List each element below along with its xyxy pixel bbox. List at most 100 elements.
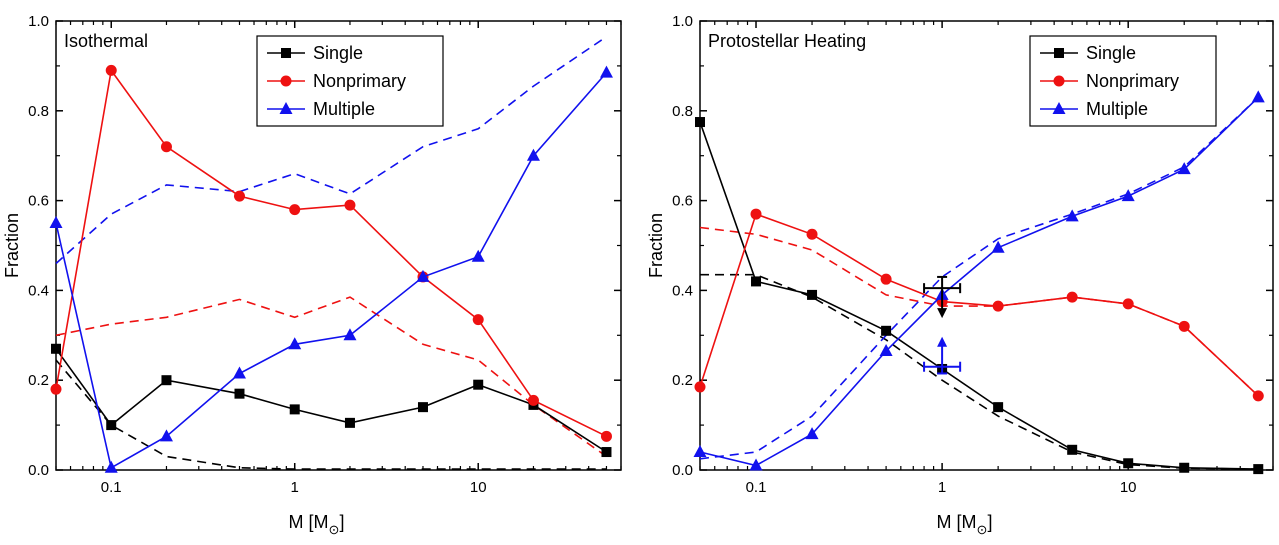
legend-item-multiple: Multiple [267,99,375,119]
data-point [289,204,301,216]
data-point [1253,464,1264,475]
nonprimary-series-dashed [55,296,607,458]
data-point [600,430,612,442]
data-point [159,429,173,442]
data-point [881,325,892,336]
data-point [161,375,172,386]
x-tick-label: 0.1 [101,479,122,496]
data-point [416,269,430,282]
data-point [473,379,484,390]
data-point [1067,444,1078,455]
single-series-dashed [700,273,1259,470]
data-point [807,289,818,300]
panel-title: Isothermal [64,31,148,51]
nonprimary-series-solid [694,208,1264,402]
legend: Single Nonprimary Multiple [1029,35,1217,127]
data-point [1177,162,1191,175]
data-point [599,65,613,78]
legend-marker [279,102,293,114]
series-line [55,36,607,265]
data-point [344,417,355,428]
y-tick-label: 0.6 [672,193,693,210]
y-tick-label: 0.8 [28,103,49,120]
x-tick-label: 0.1 [746,479,767,496]
data-point [693,445,707,458]
series-line [55,296,607,458]
data-point [344,199,356,211]
x-axis-title-main: M [M [289,512,329,532]
data-point [993,402,1004,413]
x-tick-label: 1 [938,479,946,496]
data-point [417,402,428,413]
data-point [1066,291,1078,303]
legend: Single Nonprimary Multiple [256,35,444,127]
series-line [699,96,1259,467]
data-point [288,337,302,350]
series-line [699,226,1259,397]
legend-marker [1053,75,1065,87]
nonprimary-series-solid [50,64,612,442]
y-tick-label: 0.4 [28,282,49,299]
data-point [50,383,62,395]
legend-label: Nonprimary [313,71,406,91]
y-axis-title: Fraction [646,213,666,278]
multiple-series-dashed [699,96,1259,460]
data-point [695,117,705,128]
legend-item-nonprimary: Nonprimary [267,71,406,91]
y-tick-label: 0.8 [672,103,693,120]
y-tick-label: 0.2 [28,372,49,389]
y-tick-label: 0.4 [672,282,693,299]
x-axis-title-main: M [M [937,512,977,532]
data-point [806,228,818,240]
x-axis-title-close: ] [339,512,344,532]
data-point [880,273,892,285]
chart-panel-2: 0.0 0.2 0.4 0.6 0.8 1.0 0.1 1 10 M [M⊙] Fraction Pr… [646,13,1274,537]
y-tick-label: 0.6 [28,193,49,210]
series-line [699,121,1259,470]
legend-label: Single [1086,43,1136,63]
data-point [991,240,1005,253]
single-series-dashed [55,359,607,470]
data-point [527,394,539,406]
series-line [55,348,607,453]
data-point [160,141,172,153]
data-point [1065,209,1079,222]
data-point [232,366,246,379]
x-tick-label: 10 [470,479,487,496]
data-point [51,343,61,354]
series-line [699,96,1259,460]
data-point [1178,320,1190,332]
data-point [526,148,540,161]
panel-title: Protostellar Heating [708,31,866,51]
data-point [104,460,118,473]
series-line [55,72,608,470]
x-tick-label: 10 [1120,479,1137,496]
legend-marker [1052,102,1066,114]
x-axis-title: M [M⊙] [937,512,993,537]
y-tick-label: 1.0 [28,13,49,30]
data-point [289,404,300,415]
legend-marker [280,75,292,87]
x-axis-title-subscript: ⊙ [329,522,340,537]
series-line [699,213,1259,397]
limit-arrow-head [937,308,948,319]
legend-label: Nonprimary [1086,71,1179,91]
series-line [55,359,607,470]
multiple-series-dashed [55,36,607,265]
data-point [49,216,63,229]
y-tick-label: 0.0 [28,462,49,479]
data-point [1179,462,1190,473]
limit-arrow-head [937,336,948,347]
x-tick-label: 1 [291,479,299,496]
y-axis-title: Fraction [2,213,22,278]
legend-marker [1054,48,1064,58]
data-point [601,447,612,458]
multiple-series-solid [693,90,1265,471]
y-tick-label: 0.0 [672,462,693,479]
chart-panel-1: 0.0 0.2 0.4 0.6 0.8 1.0 0.1 1 10 M [M⊙] Fraction Is… [2,13,622,537]
x-axis-title-close: ] [987,512,992,532]
y-tick-label: 0.2 [672,372,693,389]
data-point [471,249,485,262]
legend-label: Single [313,43,363,63]
